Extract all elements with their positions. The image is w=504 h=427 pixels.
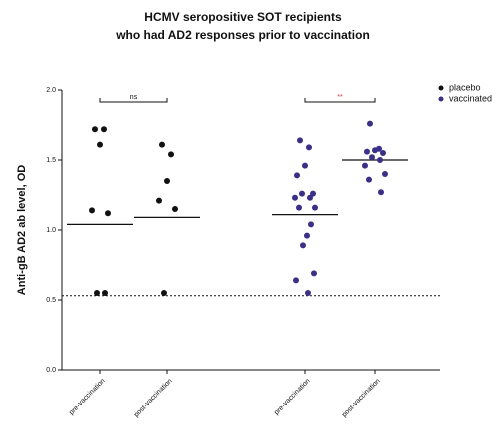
data-point xyxy=(159,141,165,148)
data-point xyxy=(94,290,100,296)
chart-title: HCMV seropositive SOT recipients xyxy=(144,10,342,24)
data-point xyxy=(372,147,378,154)
data-point xyxy=(294,172,300,179)
data-point xyxy=(172,206,178,212)
data-point xyxy=(367,120,373,127)
data-point xyxy=(306,144,312,151)
data-point xyxy=(378,189,384,196)
data-point xyxy=(297,137,303,144)
bracket xyxy=(304,98,376,103)
data-point xyxy=(302,162,308,169)
data-point xyxy=(300,242,306,249)
chart-title: who had AD2 responses prior to vaccinati… xyxy=(115,28,370,42)
x-tick-label: post-vaccination xyxy=(133,378,174,419)
data-point xyxy=(382,171,388,177)
data-point xyxy=(366,176,372,183)
y-axis-label: Anti-gB AD2 ab level, OD xyxy=(16,165,28,295)
significance-label: ns xyxy=(130,94,138,101)
y-tick-label: 1.5 xyxy=(46,157,56,164)
significance-label: ** xyxy=(337,94,343,101)
data-point xyxy=(92,126,98,133)
x-tick-label: pre-vaccination xyxy=(68,378,107,417)
data-point xyxy=(102,290,108,296)
data-point xyxy=(312,204,318,211)
data-point xyxy=(156,197,162,204)
data-point xyxy=(364,148,370,155)
data-point xyxy=(362,162,368,169)
data-point xyxy=(305,290,311,296)
y-tick-label: 0.0 xyxy=(46,367,56,374)
data-point xyxy=(311,270,317,277)
y-tick-label: 0.5 xyxy=(46,297,56,304)
data-point xyxy=(105,210,111,217)
legend-marker xyxy=(438,85,444,91)
data-point xyxy=(369,154,375,161)
data-point xyxy=(310,190,316,197)
data-point xyxy=(89,207,95,214)
legend-marker xyxy=(438,96,444,102)
data-point xyxy=(307,194,313,201)
y-tick-label: 1.0 xyxy=(46,227,56,234)
data-point xyxy=(299,190,305,197)
data-point xyxy=(308,221,314,228)
data-point xyxy=(97,141,103,148)
x-tick-label: post-vaccination xyxy=(341,378,382,419)
data-point xyxy=(377,157,383,163)
data-point xyxy=(296,204,302,211)
legend-label: vaccinated xyxy=(449,93,492,103)
data-point xyxy=(101,126,107,133)
data-point xyxy=(293,277,299,284)
data-point xyxy=(380,150,386,156)
data-point xyxy=(304,232,310,239)
data-point xyxy=(164,178,170,184)
data-point xyxy=(168,151,174,158)
x-tick-label: pre-vaccination xyxy=(273,378,312,417)
data-point xyxy=(292,194,298,201)
bracket xyxy=(99,98,168,103)
y-tick-label: 2.0 xyxy=(46,87,56,94)
data-point xyxy=(161,290,167,296)
legend-label: placebo xyxy=(449,82,481,92)
